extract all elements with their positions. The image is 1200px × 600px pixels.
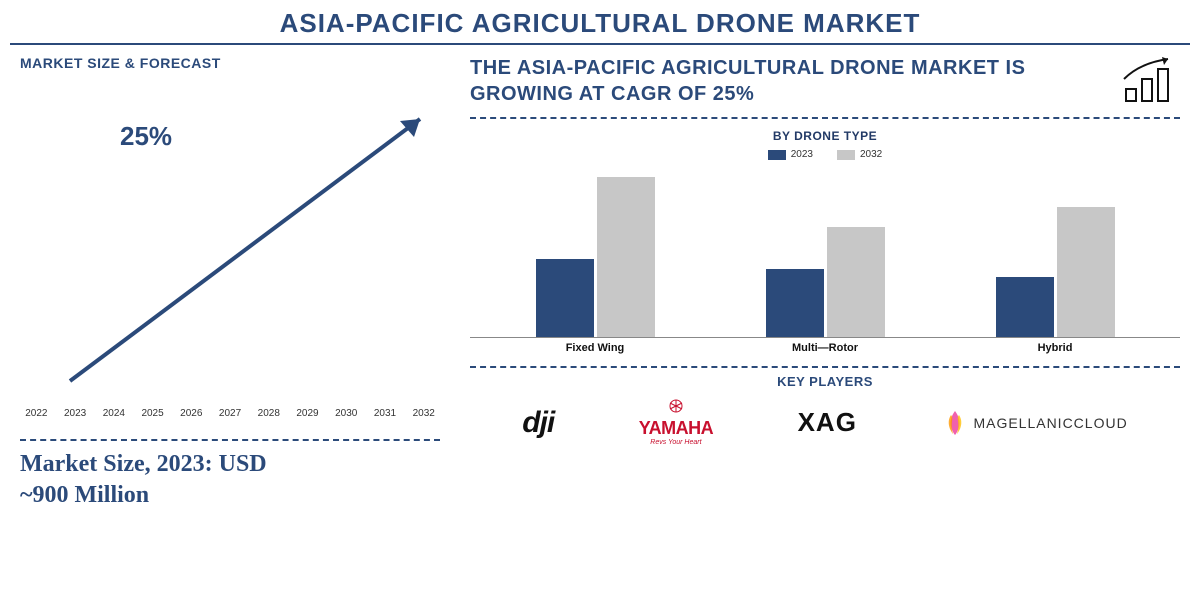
content-area: MARKET SIZE & FORECAST 25% 2022202320242… [0,45,1200,585]
market-size-text: Market Size, 2023: USD ~900 Million [20,449,440,511]
forecast-bar-year: 2032 [413,408,435,419]
forecast-bar-col: 2024 [97,405,130,419]
right-panel: THE ASIA-PACIFIC AGRICULTURAL DRONE MARK… [470,55,1180,585]
yamaha-tagline: Revs Your Heart [639,439,713,446]
forecast-bars: 2022 2023 2024 2025 2026 2027 2028 2029 2030 2031… [20,99,440,419]
type-chart-labels: Fixed Wing Multi—Rotor Hybrid [470,342,1180,354]
forecast-bar-year: 2027 [219,408,241,419]
legend-label-2023: 2023 [791,149,813,160]
key-players-heading: KEY PLAYERS [470,374,1180,389]
growth-chart-icon [1120,55,1180,105]
forecast-bar-col: 2030 [330,405,363,419]
legend-2032: 2032 [837,149,882,160]
forecast-bar-year: 2023 [64,408,86,419]
type-bar-2032 [827,227,885,337]
forecast-bar-col: 2023 [59,405,92,419]
legend-swatch-2032 [837,150,855,160]
forecast-bar-year: 2025 [141,408,163,419]
type-bar-group [990,207,1120,337]
legend-2023: 2023 [768,149,813,160]
forecast-bar-col: 2022 [20,405,53,419]
type-bar-group [760,227,890,337]
main-title: ASIA-PACIFIC AGRICULTURAL DRONE MARKET [10,0,1190,45]
type-chart-title: BY DRONE TYPE [470,129,1180,143]
legend-label-2032: 2032 [860,149,882,160]
headline-row: THE ASIA-PACIFIC AGRICULTURAL DRONE MARK… [470,55,1180,119]
forecast-bar-col: 2026 [175,405,208,419]
type-chart-legend: 2023 2032 [470,149,1180,160]
forecast-bar-year: 2030 [335,408,357,419]
left-panel: MARKET SIZE & FORECAST 25% 2022202320242… [20,55,440,585]
forecast-bar-year: 2022 [25,408,47,419]
drone-type-chart: BY DRONE TYPE 2023 2032 Fixed Wing Multi—… [470,119,1180,368]
market-size-line1: Market Size, 2023: USD [20,449,440,480]
type-chart-bars [470,168,1180,338]
forecast-bar-year: 2028 [258,408,280,419]
type-category-label: Multi—Rotor [760,342,890,354]
forecast-bar-col: 2027 [214,405,247,419]
type-category-label: Fixed Wing [530,342,660,354]
forecast-chart: 25% 202220232024202520262027202820292030… [20,81,440,441]
logos-row: dji YAMAHA Revs Your Heart XAG MAGEL [470,399,1180,446]
type-bar-2023 [766,269,824,337]
logo-magellanic: MAGELLANICCLOUD [941,409,1127,437]
magellanic-text: MAGELLANICCLOUD [973,415,1127,431]
logo-yamaha: YAMAHA Revs Your Heart [639,399,713,446]
logo-xag: XAG [798,407,857,438]
market-size-line2: ~900 Million [20,480,440,511]
type-bar-2032 [1057,207,1115,337]
forecast-bar-col: 2025 [136,405,169,419]
legend-swatch-2023 [768,150,786,160]
forecast-bar-year: 2024 [103,408,125,419]
type-bar-2023 [996,277,1054,337]
forecast-bar-year: 2026 [180,408,202,419]
yamaha-tuning-fork-icon [662,399,690,413]
type-category-label: Hybrid [990,342,1120,354]
forecast-bar-year: 2031 [374,408,396,419]
type-bar-2023 [536,259,594,337]
type-bar-2032 [597,177,655,337]
forecast-bar-col: 2031 [369,405,402,419]
type-bar-group [530,177,660,337]
headline-text: THE ASIA-PACIFIC AGRICULTURAL DRONE MARK… [470,55,1106,107]
forecast-heading: MARKET SIZE & FORECAST [20,55,440,71]
forecast-bar-col: 2029 [291,405,324,419]
magellanic-flame-icon [941,409,969,437]
forecast-bar-col: 2032 [407,405,440,419]
logo-dji: dji [522,406,554,440]
forecast-bar-year: 2029 [296,408,318,419]
yamaha-brand: YAMAHA [639,418,713,439]
forecast-bar-col: 2028 [252,405,285,419]
